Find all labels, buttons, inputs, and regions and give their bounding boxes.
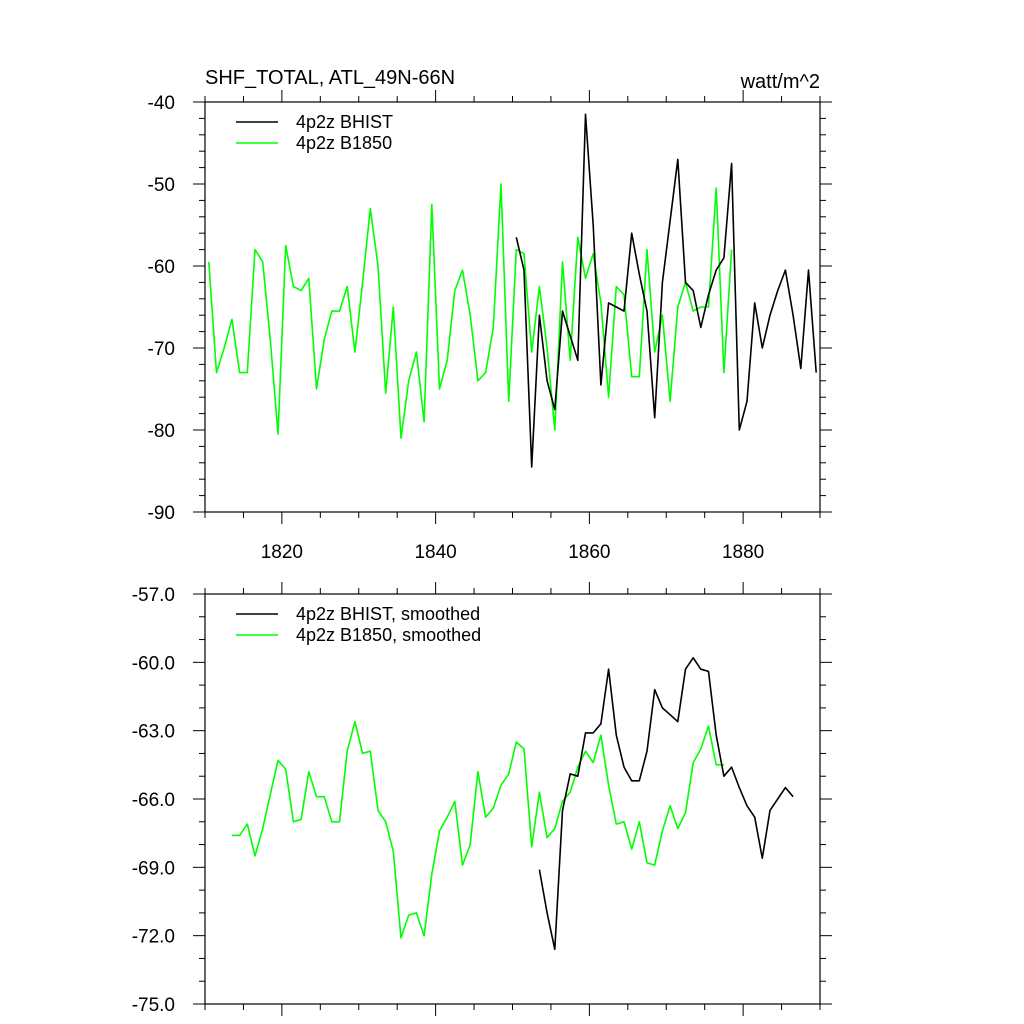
y-tick-label: -50 [148,175,175,196]
top-panel-frame [204,101,821,513]
series-line-4p2z-bhist [515,113,817,468]
legend-label: 4p2z BHIST [296,112,393,132]
series-line-4p2z-bhist-smoothed [538,656,794,951]
y-tick-label: -63.0 [132,722,175,743]
y-tick-label: -70 [148,339,175,360]
y-tick-label: -90 [148,503,175,524]
y-tick-label: -60.0 [132,653,175,674]
top-panel: SHF_TOTAL, ATL_49N-66N watt/m^2 1820 1840… [148,67,832,563]
bottom-panel-frame [204,593,821,1005]
bottom-panel: -57.0 -60.0 -63.0 -66.0 -69.0 -72.0 -75.0 4p2z… [132,582,832,1016]
y-tick-label: -57.0 [132,585,175,606]
x-tick-label: 1860 [568,542,610,563]
legend-label: 4p2z B1850, smoothed [296,625,481,645]
top-panel-units: watt/m^2 [740,71,820,93]
top-panel-title: SHF_TOTAL, ATL_49N-66N [205,67,455,89]
y-tick-label: -60 [148,257,175,278]
bottom-panel-ticks [193,582,832,1016]
top-panel-tick-labels: 1820 1840 1860 1880 -40 -50 -60 -70 -80 -90 [148,93,765,563]
top-panel-ticks [193,90,832,524]
x-tick-label: 1880 [722,542,764,563]
bottom-panel-series [231,656,794,951]
y-tick-label: -80 [148,421,175,442]
y-tick-label: -40 [148,93,175,114]
x-tick-label: 1840 [414,542,456,563]
series-line-4p2z-b1850-smoothed [231,720,724,939]
bottom-panel-tick-labels: -57.0 -60.0 -63.0 -66.0 -69.0 -72.0 -75.0 [132,585,175,1016]
legend-label: 4p2z BHIST, smoothed [296,604,480,624]
legend-label: 4p2z B1850 [296,133,392,153]
y-tick-label: -69.0 [132,858,175,879]
series-line-4p2z-b1850 [208,183,733,440]
x-tick-label: 1820 [261,542,303,563]
y-tick-label: -75.0 [132,995,175,1016]
y-tick-label: -72.0 [132,927,175,948]
top-panel-series [208,113,817,468]
y-tick-label: -66.0 [132,790,175,811]
